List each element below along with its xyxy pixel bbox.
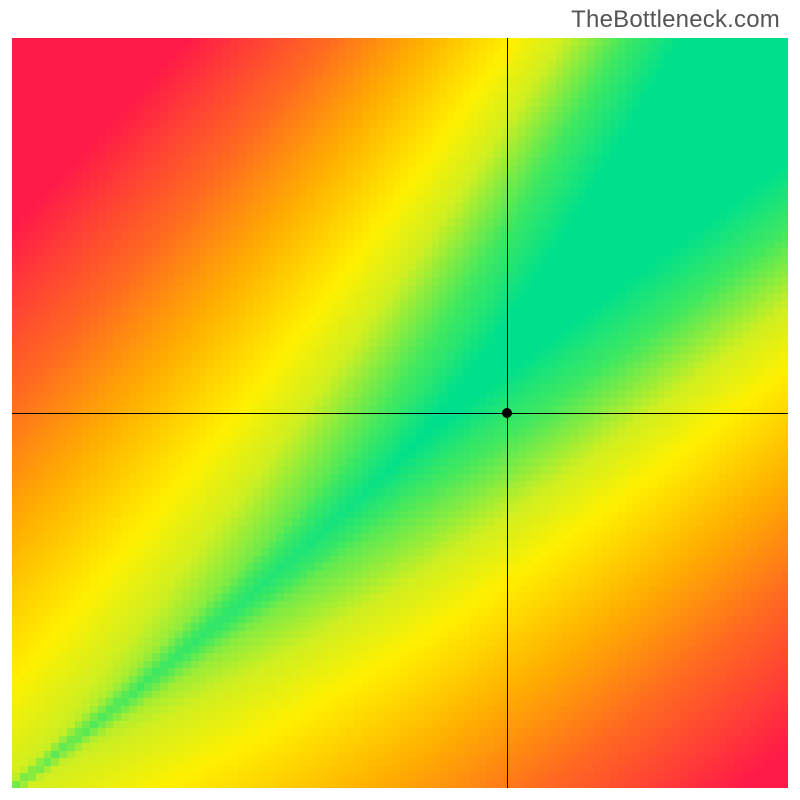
watermark-text: TheBottleneck.com: [571, 6, 780, 34]
crosshair-horizontal: [12, 413, 788, 414]
heatmap-plot: [12, 38, 788, 788]
